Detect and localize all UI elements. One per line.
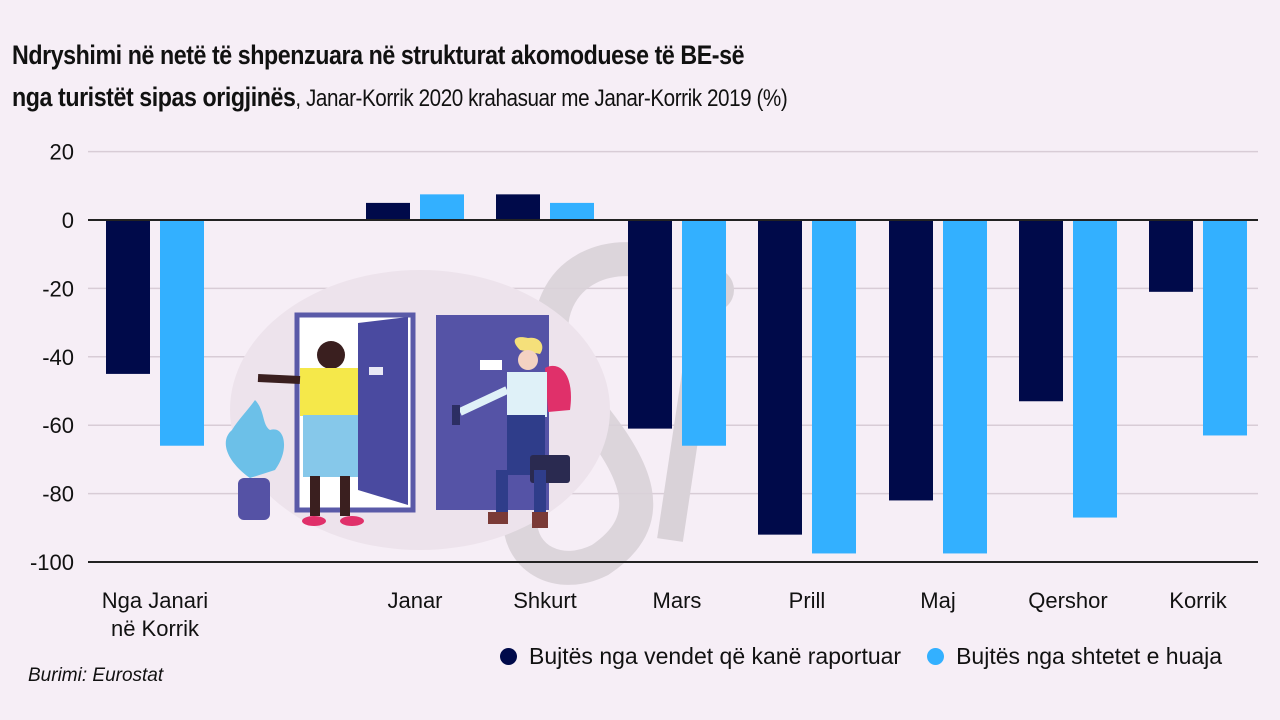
hotel-doors-tourists-illustration [225,270,610,550]
bar-foreign [420,194,464,220]
bar-foreign [1073,220,1117,518]
bar-foreign [160,220,204,446]
y-tick-label: -80 [42,482,74,507]
legend-label-reporting: Bujtës nga vendet që kanë raportuar [529,643,902,669]
x-category-label: Shkurt [513,588,577,613]
bar-reporting [366,202,410,220]
bar-foreign [943,220,987,554]
bar-foreign [812,220,856,554]
bar-reporting [1019,220,1063,402]
bar-foreign [1203,220,1247,436]
bar-reporting [106,220,150,374]
legend-label-foreign: Bujtës nga shtetet e huaja [956,643,1223,669]
y-tick-label: 0 [62,208,74,233]
title-line-2: nga turistët sipas origjinës, Janar-Korr… [12,76,788,120]
x-category-label: Prill [789,588,826,613]
y-tick-label: -20 [42,276,74,301]
y-tick-label: -60 [42,413,74,438]
bar-foreign [682,220,726,446]
x-category-label: Nga Janari në Korrik [102,588,208,641]
legend-dot-foreign [927,648,945,665]
chart-title: Ndryshimi në netë të shpenzuara në struk… [12,34,914,120]
y-tick-label: -40 [42,345,74,370]
x-category-label: Janar [387,588,442,613]
y-axis-ticks: 20 0 -20 -40 -60 -80 -100 [30,140,74,575]
title-line-1: Ndryshimi në netë të shpenzuara në struk… [12,40,745,70]
bar-reporting [496,194,540,220]
bar-reporting [628,220,672,429]
x-axis-labels: Nga Janari në Korrik Janar Shkurt Mars Prill M… [102,588,1228,641]
legend-item-foreign[interactable]: Bujtës nga shtetet e huaja [927,643,1222,670]
y-tick-label: -100 [30,550,74,575]
x-category-label: Qershor [1028,588,1107,613]
legend-item-reporting[interactable]: Bujtës nga vendet që kanë raportuar [500,643,901,670]
title-line-2-bold: nga turistët sipas origjinës [12,82,296,112]
source-note: Burimi: Eurostat [28,665,164,686]
title-subtitle: , Janar-Korrik 2020 krahasuar me Janar-K… [295,85,788,112]
legend-dot-reporting [500,648,517,665]
bars [106,194,1247,554]
x-category-label: Korrik [1169,588,1227,613]
bar-foreign [550,202,594,220]
legend: Bujtës nga vendet që kanë raportuar Bujt… [500,643,1248,670]
bar-reporting [758,220,802,535]
x-category-label: Maj [920,588,955,613]
bar-reporting [889,220,933,501]
y-tick-label: 20 [50,140,74,165]
bar-reporting [1149,220,1193,292]
x-category-label: Mars [653,588,702,613]
